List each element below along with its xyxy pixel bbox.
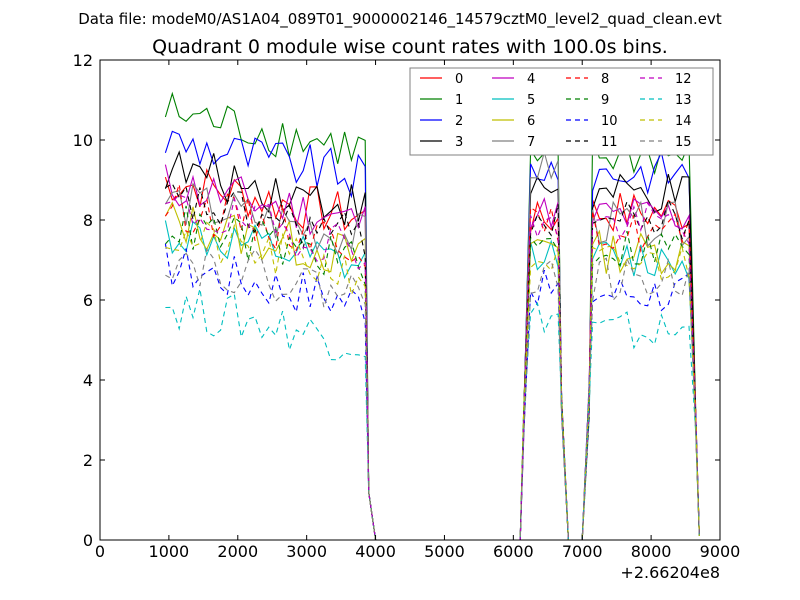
x-tick-label: 4000 <box>355 542 396 561</box>
legend-label-12: 12 <box>675 72 692 87</box>
legend-label-13: 13 <box>675 93 692 108</box>
data-lines <box>164 91 700 541</box>
legend-label-0: 0 <box>455 72 463 87</box>
legend-label-8: 8 <box>601 72 609 87</box>
series-line-9 <box>164 205 700 541</box>
x-tick-label: 0 <box>95 542 105 561</box>
x-tick-label: 5000 <box>424 542 465 561</box>
x-tick-label: 1000 <box>149 542 190 561</box>
legend-label-15: 15 <box>675 135 692 150</box>
x-offset-label: +2.66204e8 <box>620 563 720 582</box>
y-tick-label: 8 <box>83 211 93 230</box>
chart-title: Quadrant 0 module wise count rates with … <box>152 36 668 58</box>
legend-label-10: 10 <box>601 114 618 129</box>
x-tick-label: 2000 <box>217 542 258 561</box>
legend-frame <box>409 67 714 156</box>
series-line-14 <box>165 221 700 541</box>
y-tick-label: 6 <box>83 291 93 310</box>
legend-label-1: 1 <box>455 93 463 108</box>
figure-suptitle: Data file: modeM0/AS1A04_089T01_90000021… <box>78 10 722 29</box>
legend-label-9: 9 <box>601 93 609 108</box>
series-line-15 <box>165 247 700 541</box>
legend-label-7: 7 <box>527 135 535 150</box>
y-tick-label: 4 <box>83 371 93 390</box>
legend-label-2: 2 <box>455 114 463 129</box>
x-tick-label: 6000 <box>493 542 534 561</box>
y-tick-label: 10 <box>73 131 93 150</box>
y-tick-label: 2 <box>83 451 93 470</box>
x-tick-label: 9000 <box>700 542 741 561</box>
series-line-11 <box>165 183 700 541</box>
legend-label-6: 6 <box>527 114 535 129</box>
legend-label-14: 14 <box>675 114 692 129</box>
x-tick-label: 3000 <box>286 542 327 561</box>
x-axis: 0 1000 2000 3000 4000 5000 6000 7000 8000 9000 <box>95 60 740 561</box>
legend-label-4: 4 <box>527 72 535 87</box>
x-tick-label: 8000 <box>631 542 672 561</box>
legend-label-5: 5 <box>527 93 535 108</box>
series-line-8 <box>164 184 700 541</box>
y-tick-label: 12 <box>73 51 93 70</box>
legend-label-11: 11 <box>601 135 618 150</box>
legend-label-3: 3 <box>455 135 463 150</box>
y-tick-label: 0 <box>83 531 93 550</box>
x-tick-label: 7000 <box>562 542 603 561</box>
series-line-13 <box>165 288 700 541</box>
